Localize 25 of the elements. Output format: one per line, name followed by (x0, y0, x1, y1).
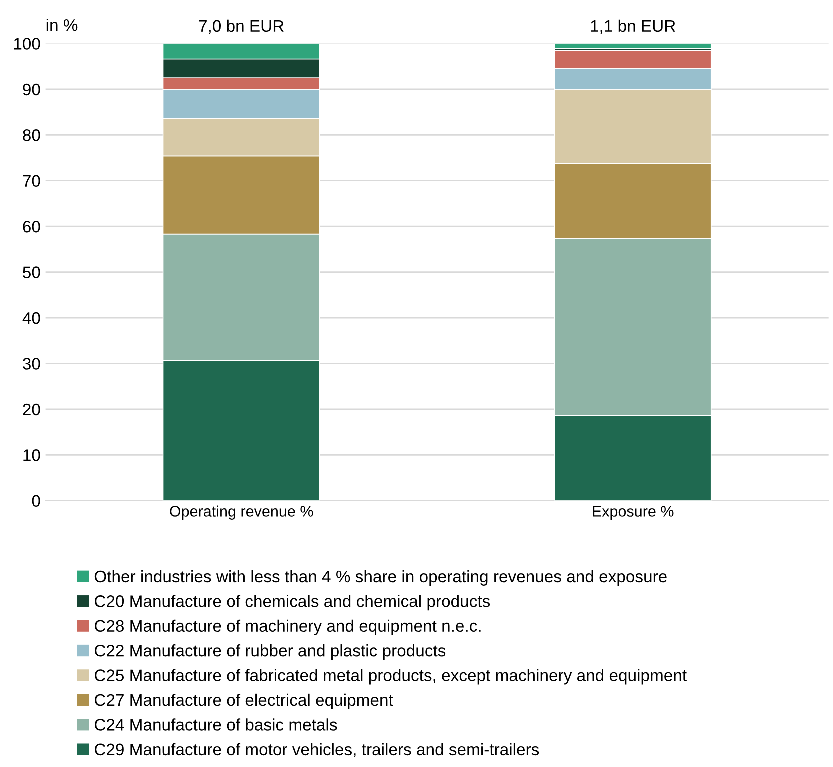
y-tick-label: 10 (24, 450, 40, 462)
y-axis-title: in % (46, 19, 78, 32)
legend-label: C28 Manufacture of machinery and equipment n.e.c. (94, 620, 481, 636)
y-tick-label: 90 (23, 84, 40, 96)
y-tick-label: 20 (23, 404, 40, 416)
legend-label: C24 Manufacture of basic metals (94, 718, 338, 731)
y-tick-label: 80 (23, 130, 40, 142)
legend-label: C22 Manufacture of rubber and plastic products (94, 644, 446, 660)
y-tick-label: 50 (23, 266, 40, 278)
legend-label: C25 Manufacture of fabricated metal products, except machinery and equipment (94, 669, 687, 685)
legend-label: C29 Manufacture of motor vehicles, trailers and semi-trailers (94, 743, 540, 758)
annotation: 7,0 bn EUR (199, 20, 284, 34)
y-tick-label: 60 (23, 220, 40, 233)
y-tick-label: 100 (14, 38, 40, 50)
legend-label: C27 Manufacture of electrical equipment (94, 694, 394, 710)
y-tick-label: 30 (23, 358, 40, 370)
y-tick-label: 40 (22, 312, 40, 324)
y-tick-label: 0 (32, 495, 40, 508)
y-tick-label: 70 (23, 175, 40, 188)
legend-label: Other industries with less than 4 % share in operating revenues and exposure (94, 570, 667, 586)
x-tick-label: Operating revenue % (170, 506, 314, 520)
x-tick-label: Exposure % (593, 506, 674, 520)
bar (554, 44, 712, 50)
annotation: 1,1 bn EUR (591, 20, 676, 34)
legend-label: C20 Manufacture of chemicals and chemical products (94, 595, 490, 611)
